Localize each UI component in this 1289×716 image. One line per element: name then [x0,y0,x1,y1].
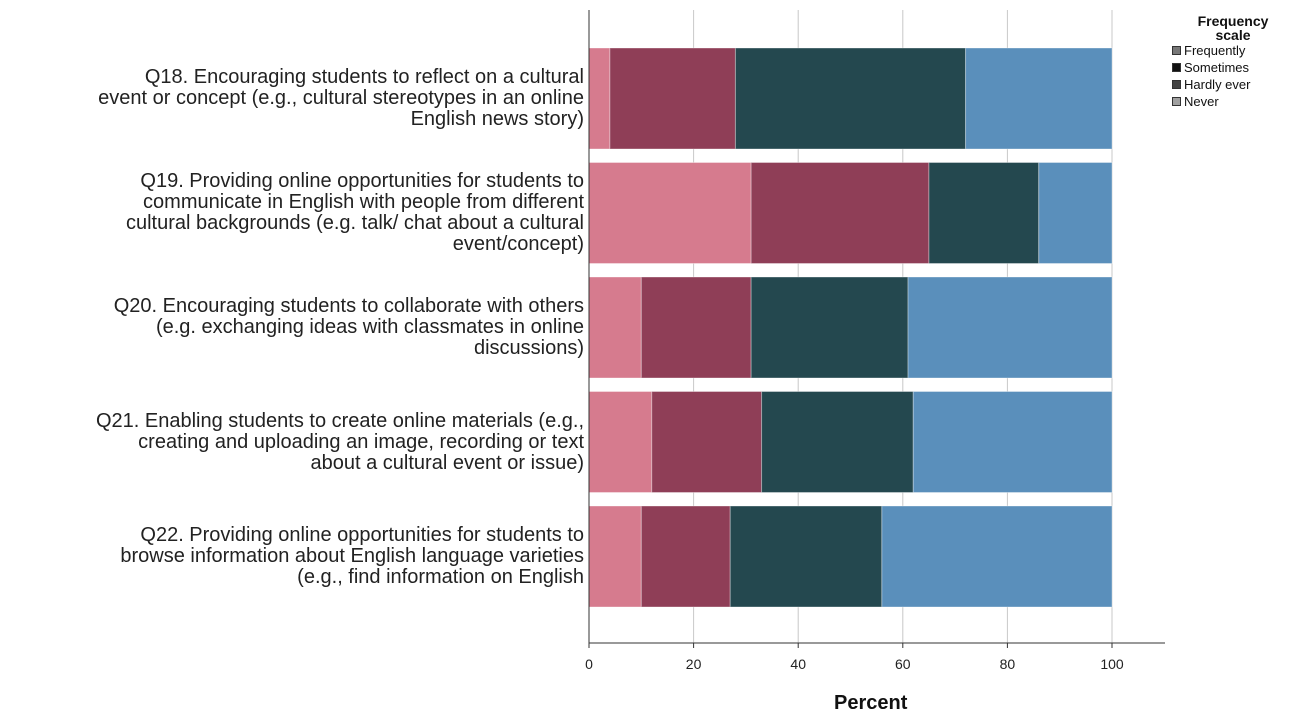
legend-swatch [1172,97,1181,106]
category-label-line: cultural backgrounds (e.g. talk/ chat ab… [125,212,584,234]
category-label-line: (e.g. exchanging ideas with classmates i… [155,316,584,338]
bar-q22-hardly-ever [640,505,731,608]
bar-q20-frequently [907,276,1113,379]
bar-q20-never [588,276,642,379]
category-label-line: about a cultural event or issue) [310,451,585,474]
legend-label: Never [1184,94,1219,109]
category-label-q22: Q22. Providing online opportunities for … [0,525,584,588]
category-label-line: (e.g., find information on English [297,566,584,588]
category-label-line: English news story) [410,108,584,130]
legend-swatch [1172,46,1181,55]
legend-item-never: Never [1172,93,1284,110]
legend-title: Frequency scale [1197,13,1269,43]
bar-q18-frequently [965,47,1113,150]
bar-q22-sometimes [729,505,883,608]
category-label-line: event/concept) [452,233,584,255]
legend-swatch [1172,80,1181,89]
x-tick-label-100: 100 [1100,656,1124,672]
bar-q22-never [588,505,642,608]
x-tick-label-0: 0 [585,656,593,672]
x-tick-label-60: 60 [895,656,911,672]
bar-q21-hardly-ever [651,391,763,493]
category-label-line: Q22. Providing online opportunities for … [140,524,584,546]
bar-q20-hardly-ever [640,276,752,379]
category-label-line: Q21. Enabling students to create online … [95,409,584,432]
bar-q19-frequently [1038,162,1113,264]
category-label-line: creating and uploading an image, recordi… [138,430,584,453]
legend-label: Sometimes [1184,60,1250,75]
legend-item-hardly-ever: Hardly ever [1172,76,1284,93]
legend-label: Hardly ever [1184,77,1251,92]
category-label-q18: Q18. Encouraging students to reflect on … [0,67,584,130]
category-label-q20: Q20. Encouraging students to collaborate… [0,296,584,359]
x-tick-label-80: 80 [1000,656,1016,672]
bar-q20-sometimes [750,276,909,379]
category-label-q19: Q19. Providing online opportunities for … [0,171,584,255]
x-tick-label-20: 20 [686,656,702,672]
bar-q18-sometimes [734,47,967,150]
bar-q21-sometimes [761,391,914,493]
legend-item-sometimes: Sometimes [1172,59,1284,76]
bar-q21-never [588,391,653,493]
x-tick-label-40: 40 [790,656,806,672]
bar-q19-sometimes [928,162,1040,264]
legend-item-frequently: Frequently [1172,42,1284,59]
x-axis-title: Percent [834,692,908,714]
category-label-line: Q18. Encouraging students to reflect on … [144,66,584,88]
bar-q19-never [588,162,752,264]
category-label-q21: Q21. Enabling students to create online … [0,409,585,474]
legend: Frequency scale Frequently Sometimes Hardl… [1172,14,1284,110]
bar-q22-frequently [881,505,1113,608]
category-label-line: communicate in English with people from … [143,191,584,213]
category-label-line: Q20. Encouraging students to collaborate… [113,295,584,317]
category-label-line: browse information about English languag… [120,545,584,567]
bar-q18-hardly-ever [609,47,736,150]
legend-label: Frequently [1184,43,1246,58]
category-label-line: Q19. Providing online opportunities for … [140,170,584,192]
bar-q21-frequently [912,391,1113,493]
bar-q19-hardly-ever [750,162,930,264]
bar-q18-never [588,47,611,150]
category-label-line: discussions) [473,337,584,359]
category-label-line: event or concept (e.g., cultural stereot… [98,87,584,109]
legend-swatch [1172,63,1181,72]
